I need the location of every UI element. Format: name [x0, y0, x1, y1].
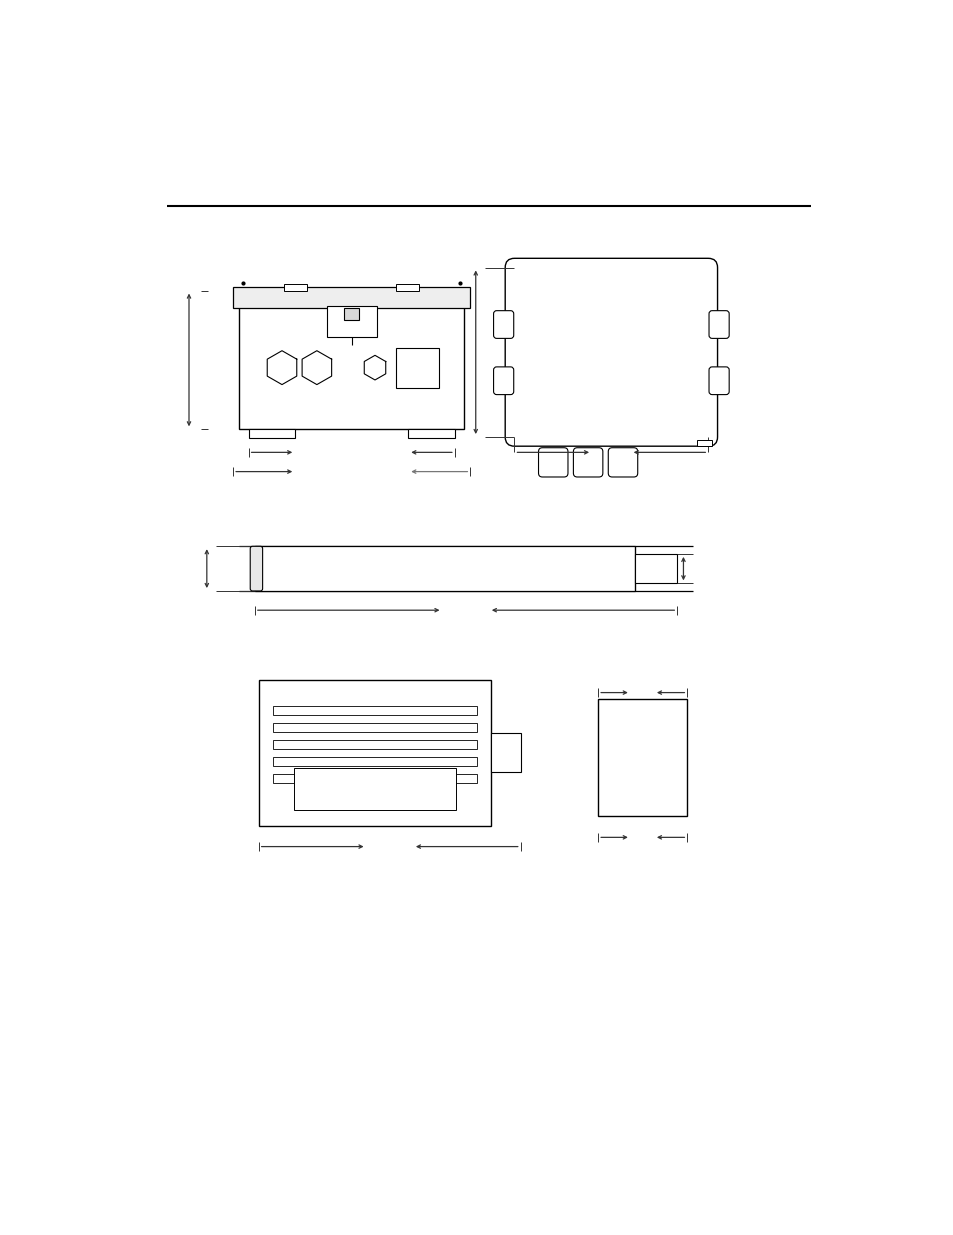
- Bar: [249, 430, 294, 438]
- Circle shape: [411, 362, 415, 364]
- Bar: [395, 347, 439, 388]
- Bar: [273, 740, 476, 748]
- Bar: [273, 774, 476, 783]
- Circle shape: [411, 370, 415, 374]
- FancyBboxPatch shape: [250, 546, 262, 592]
- Bar: [273, 724, 476, 732]
- Bar: [233, 287, 470, 308]
- Bar: [258, 679, 491, 826]
- Bar: [634, 555, 677, 583]
- Bar: [294, 768, 456, 810]
- Bar: [283, 284, 307, 290]
- FancyBboxPatch shape: [573, 448, 602, 477]
- Bar: [273, 757, 476, 766]
- Bar: [344, 308, 359, 320]
- Circle shape: [416, 366, 418, 369]
- Bar: [491, 734, 520, 772]
- Bar: [598, 699, 686, 816]
- Circle shape: [420, 362, 423, 364]
- Bar: [408, 430, 455, 438]
- FancyBboxPatch shape: [493, 311, 513, 338]
- FancyBboxPatch shape: [505, 258, 717, 446]
- FancyBboxPatch shape: [708, 311, 728, 338]
- Bar: [273, 706, 476, 715]
- Circle shape: [420, 370, 423, 374]
- FancyBboxPatch shape: [708, 367, 728, 395]
- FancyBboxPatch shape: [537, 448, 567, 477]
- Bar: [395, 284, 418, 290]
- FancyBboxPatch shape: [608, 448, 637, 477]
- FancyBboxPatch shape: [493, 367, 513, 395]
- Bar: [239, 290, 464, 430]
- Bar: [254, 546, 634, 592]
- Bar: [696, 440, 711, 446]
- Bar: [327, 306, 377, 337]
